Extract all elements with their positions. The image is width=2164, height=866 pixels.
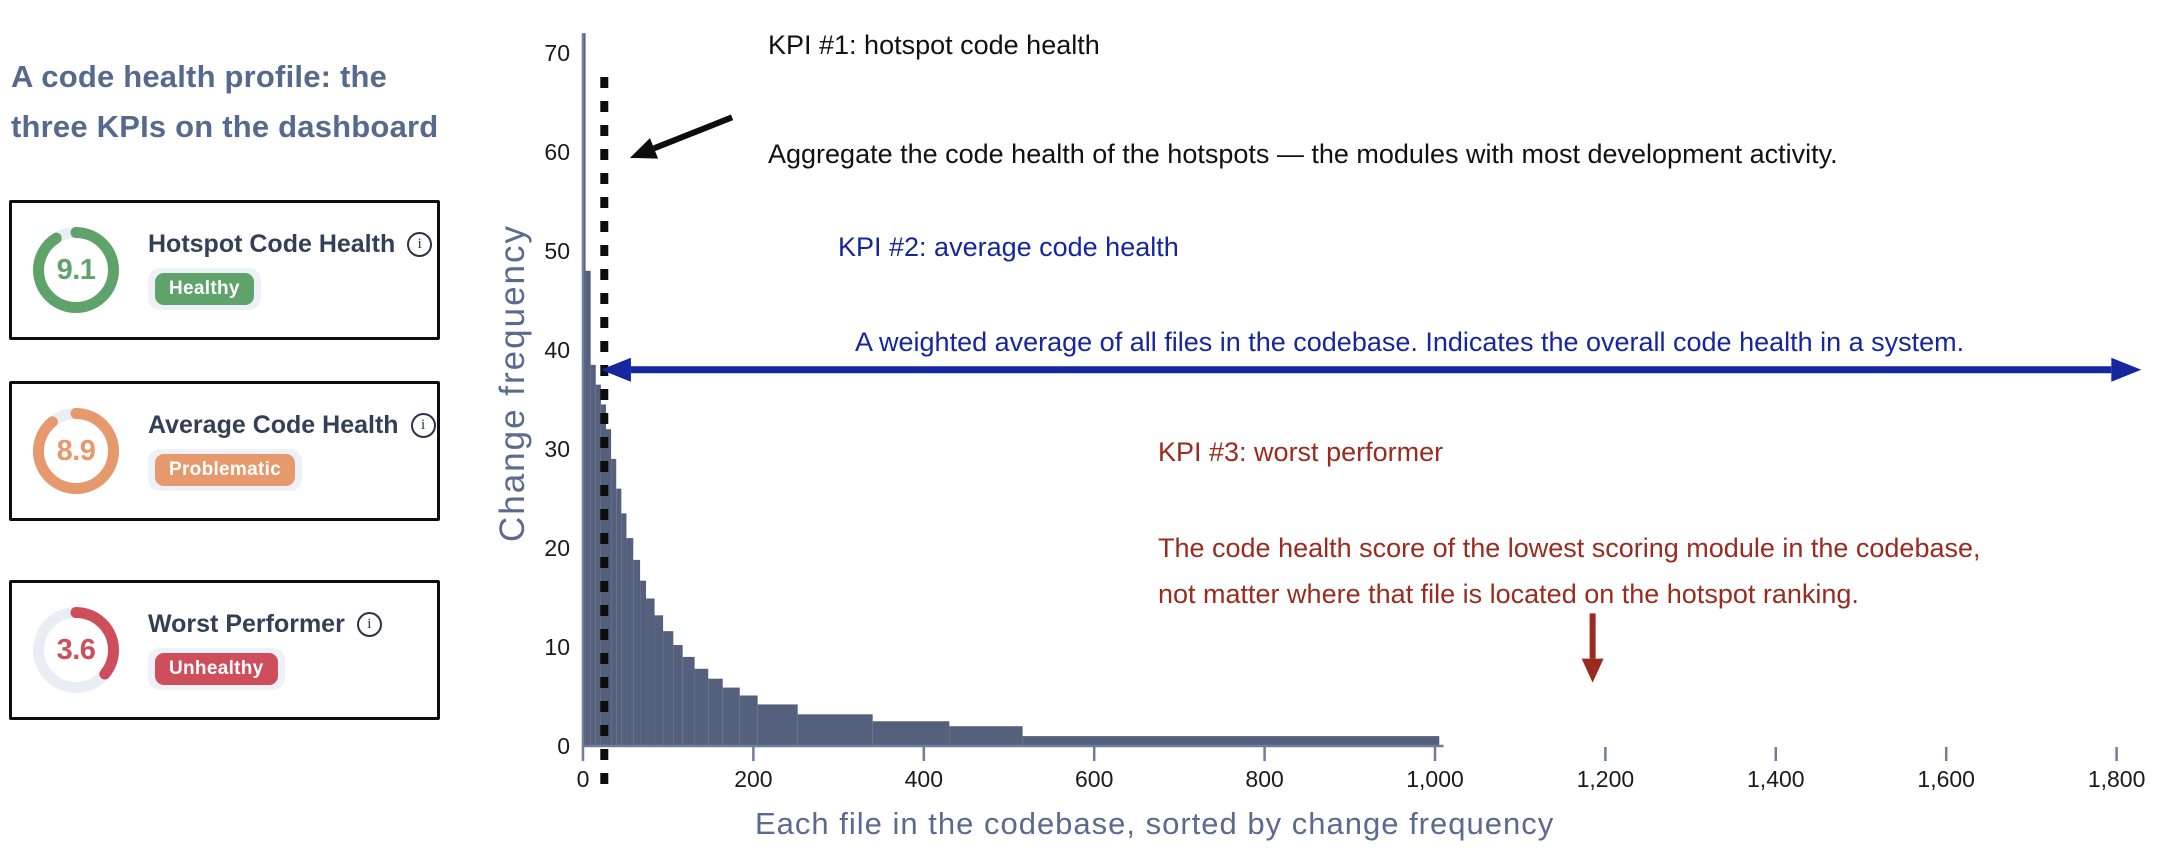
x-tick-label: 400: [905, 766, 943, 792]
y-tick-label: 20: [544, 535, 570, 561]
y-tick-label: 70: [544, 40, 570, 66]
x-tick-label: 1,800: [2088, 766, 2146, 792]
bar: [757, 704, 798, 746]
y-tick-label: 60: [544, 139, 570, 165]
kpi3-annotation-desc-line2: not matter where that file is located on…: [1158, 579, 1859, 609]
average-arrow: [600, 357, 2142, 382]
page-title: A code health profile: the three KPIs on…: [11, 52, 438, 152]
bar: [722, 687, 740, 746]
bar: [616, 488, 622, 746]
kpi-card-worst-performer: 3.6 Worst Performer i Unhealthy: [9, 580, 440, 720]
y-axis-label: Change frequency: [493, 223, 532, 543]
kpi-card-label: Hotspot Code Health: [148, 230, 396, 258]
bar: [654, 615, 664, 746]
bar: [646, 598, 655, 746]
x-axis-ticks: 0 200 400 600 800 1,000 1,200 1,400 1,600 1,800: [577, 747, 2146, 792]
gauge-ring-svg: [33, 607, 119, 693]
bar: [949, 726, 1023, 746]
gauge-value: 3.6: [56, 633, 96, 666]
histogram-bars: [583, 33, 1440, 746]
status-badge: Healthy: [155, 273, 254, 305]
bar: [1022, 736, 1440, 746]
bar: [797, 714, 873, 746]
change-frequency-chart: 0 200 400 600 800 1,000 1,200 1,400 1,600 1,800 0 1…: [544, 33, 2146, 792]
kpi-card-label: Worst Performer: [148, 610, 345, 638]
gauge-value: 8.9: [56, 434, 96, 467]
kpi2-annotation-title: KPI #2: average code health: [838, 232, 1179, 262]
x-tick-label: 1,000: [1406, 766, 1464, 792]
y-tick-label: 10: [544, 634, 570, 660]
bar: [583, 33, 586, 746]
kpi3-annotation-desc-line1: The code health score of the lowest scor…: [1158, 533, 1981, 563]
kpi-card-average-code-health: 8.9 Average Code Health i Problematic: [9, 381, 440, 521]
gauge-ring-svg: [33, 408, 119, 494]
bar: [585, 270, 591, 746]
kpi-card-hotspot-code-health: 9.1 Hotspot Code Health i Healthy: [9, 200, 440, 340]
bar: [872, 721, 950, 746]
info-icon[interactable]: i: [407, 232, 433, 257]
bar: [590, 364, 596, 746]
bar: [640, 580, 647, 746]
x-tick-label: 1,400: [1747, 766, 1805, 792]
gauge-ring: 9.1: [30, 224, 122, 316]
gauge-value: 9.1: [56, 253, 96, 286]
bar: [673, 645, 683, 746]
page-title-line2: three KPIs on the dashboard: [11, 109, 439, 144]
kpi2-annotation-desc: A weighted average of all files in the c…: [855, 327, 1965, 357]
gauge-ring-svg: [33, 227, 119, 313]
x-tick-label: 0: [577, 766, 590, 792]
y-axis-ticks: 0 10 20 30 40 50 60 70: [544, 40, 570, 759]
status-badge: Unhealthy: [155, 653, 278, 685]
bar: [708, 678, 723, 746]
kpi3-annotation-desc: The code health score of the lowest scor…: [1158, 525, 1981, 617]
status-badge-halo: Problematic: [148, 449, 303, 491]
hotspot-arrow: [629, 114, 734, 159]
kpi-card-label: Average Code Health: [148, 411, 399, 439]
x-tick-label: 200: [734, 766, 772, 792]
x-tick-label: 600: [1075, 766, 1113, 792]
kpi3-annotation-title: KPI #3: worst performer: [1158, 437, 1444, 467]
kpi1-annotation-desc: Aggregate the code health of the hotspot…: [768, 139, 1838, 169]
worst-performer-arrow: [1581, 613, 1604, 683]
y-tick-label: 50: [544, 238, 570, 264]
bar: [682, 656, 695, 746]
bar: [600, 404, 607, 746]
kpi1-annotation-title: KPI #1: hotspot code health: [768, 30, 1100, 60]
x-tick-label: 800: [1245, 766, 1283, 792]
gauge-ring: 3.6: [30, 604, 122, 696]
x-tick-label: 1,600: [1917, 766, 1975, 792]
bar: [621, 513, 627, 746]
bar: [663, 631, 674, 746]
x-tick-label: 1,200: [1577, 766, 1635, 792]
bar: [694, 668, 709, 746]
bar: [595, 384, 601, 746]
info-icon[interactable]: i: [410, 413, 436, 438]
bar: [611, 458, 617, 746]
y-tick-label: 40: [544, 337, 570, 363]
bar: [626, 538, 634, 746]
bar: [739, 695, 758, 746]
page-title-line1: A code health profile: the: [11, 59, 388, 94]
status-badge: Problematic: [155, 454, 296, 486]
status-badge-halo: Unhealthy: [148, 648, 285, 690]
bar: [633, 559, 641, 746]
bar: [606, 429, 612, 746]
gauge-ring: 8.9: [30, 405, 122, 497]
y-tick-label: 0: [557, 733, 570, 759]
info-icon[interactable]: i: [356, 612, 382, 637]
x-axis-label: Each file in the codebase, sorted by cha…: [755, 806, 1555, 841]
y-tick-label: 30: [544, 436, 570, 462]
status-badge-halo: Healthy: [148, 268, 261, 310]
